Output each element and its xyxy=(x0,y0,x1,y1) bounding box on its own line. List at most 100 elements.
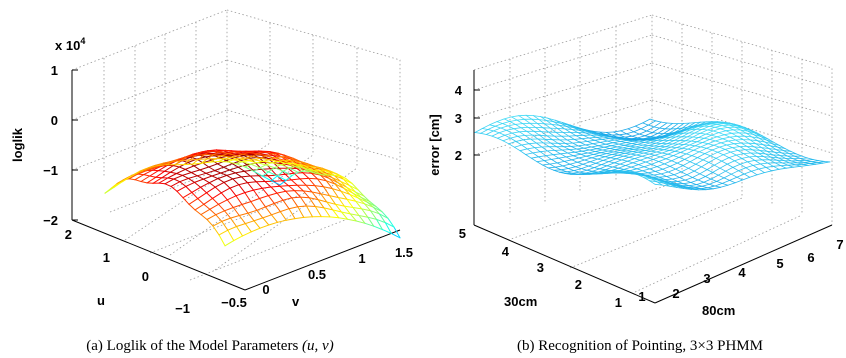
panel-a-mesh-line-368 xyxy=(345,178,353,184)
panel-a-mesh-line-682 xyxy=(236,153,244,157)
panel-b-mesh-line-1219 xyxy=(740,142,748,147)
panel-a-zlabel: loglik xyxy=(10,127,25,162)
panel-b-mesh-line-829 xyxy=(697,157,704,161)
panel-a-mesh-line-130 xyxy=(232,204,243,208)
panel-a-mesh-line-67 xyxy=(326,201,334,211)
panel-b-mesh-line-1148 xyxy=(716,136,724,140)
panel-a-mesh-line-110 xyxy=(329,195,336,205)
panel-b-mesh-line-1483 xyxy=(781,152,788,157)
panel-a-mesh-line-147 xyxy=(305,184,313,193)
panel-a-mesh-line-38 xyxy=(384,222,392,234)
panel-b-mesh-line-1477 xyxy=(764,141,771,147)
panel-b-mesh-line-796 xyxy=(607,139,616,142)
panel-b-mesh-line-1237 xyxy=(618,133,627,136)
panel-a-mesh-line-604 xyxy=(265,153,273,157)
panel-b-mesh-line-680 xyxy=(631,149,640,153)
panel-b-mesh-line-610 xyxy=(607,150,615,153)
panel-b-mesh-line-1575 xyxy=(734,123,741,127)
panel-b-mesh-line-810 xyxy=(646,145,655,149)
panel-b-mesh-line-707 xyxy=(705,176,712,180)
panel-a-xticks-4: 1.5 xyxy=(395,245,413,260)
panel-b-mesh-line-1079 xyxy=(698,137,705,139)
panel-b-mesh-line-539 xyxy=(583,147,590,151)
panel-a-mesh-line-228 xyxy=(290,178,301,181)
panel-b-mesh-line-1430 xyxy=(635,122,644,127)
panel-b-mesh-line-622 xyxy=(641,155,648,159)
panel-b-mesh-line-77 xyxy=(515,139,524,142)
panel-b-mesh-line-970 xyxy=(745,164,754,169)
panel-a-mesh-line-88 xyxy=(232,207,240,216)
panel-a-mesh-line-375 xyxy=(190,172,198,177)
panel-b-mesh-line-1205 xyxy=(701,128,708,131)
panel-a-mesh-line-294 xyxy=(208,178,219,184)
panel-a-mesh-line-817 xyxy=(270,175,278,182)
panel-a-mesh-line-14 xyxy=(279,211,287,221)
panel-b-mesh-line-1538 xyxy=(760,136,767,141)
panel-b-mesh-line-1233 xyxy=(780,165,787,169)
panel-b-mesh-line-3 xyxy=(480,132,487,135)
panel-a-mesh-line-20 xyxy=(306,205,313,218)
panel-b-mesh-line-382 xyxy=(668,182,675,185)
panel-b-mesh-line-418 xyxy=(597,156,606,160)
panel-b-mesh-line-1239 xyxy=(624,135,633,138)
panel-b-mesh-line-597 xyxy=(574,138,583,140)
panel-b-caption: (b) Recognition of Pointing, 3×3 PHMM xyxy=(517,338,763,354)
panel-b-mesh-line-1303 xyxy=(626,133,633,137)
panel-a-mesh-line-245 xyxy=(363,195,371,203)
panel-b-mesh-line-846 xyxy=(569,124,576,128)
panel-a-mesh-line-795 xyxy=(174,160,182,166)
panel-b-mesh-line-636 xyxy=(680,171,688,176)
panel-b-mesh-line-1508 xyxy=(676,127,683,130)
panel-b-mesh-line-733 xyxy=(605,142,614,145)
panel-a-mesh-line-299 xyxy=(229,169,236,174)
panel-b-mesh-line-33 xyxy=(564,173,571,175)
panel-b-mesh-line-325 xyxy=(511,115,520,118)
panel-a-mesh-line-53 xyxy=(265,206,272,216)
panel-a-mesh-line-92 xyxy=(250,201,258,211)
panel-b-mesh-line-549 xyxy=(611,154,619,156)
panel-a-mesh-line-416 xyxy=(184,168,192,173)
panel-b-mesh-line-431 xyxy=(630,166,638,170)
panel-b-mesh-line-794 xyxy=(601,138,610,140)
panel-b-mesh-line-525 xyxy=(544,123,551,129)
panel-a-mesh-line-232 xyxy=(308,177,318,180)
panel-a-mesh-line-809 xyxy=(235,161,243,165)
panel-a-mesh-line-497 xyxy=(170,166,180,173)
panel-b-mesh-line-1152 xyxy=(727,140,735,145)
panel-a-mesh-line-824 xyxy=(139,167,150,172)
panel-b-mesh-line-615 xyxy=(624,151,633,154)
panel-a-mesh-line-173 xyxy=(235,192,246,197)
panel-b-mesh-line-617 xyxy=(630,151,639,155)
panel-b-mesh-line-751 xyxy=(656,149,665,153)
panel-b-mesh-line-900 xyxy=(721,160,728,165)
panel-a-mesh-line-798 xyxy=(189,158,199,161)
panel-b-mesh-line-1536 xyxy=(754,132,762,137)
panel-a-mesh-line-286 xyxy=(357,189,365,197)
panel-b-mesh-line-229 xyxy=(592,168,601,172)
panel-b-mesh-line-1273 xyxy=(720,127,729,130)
panel-a-zticks-2: −1 xyxy=(43,163,58,178)
panel-b-mesh-line-1505 xyxy=(670,123,679,130)
panel-b-mesh-line-818 xyxy=(669,147,678,151)
panel-b-mesh-line-25 xyxy=(542,164,549,169)
panel-b-mesh-line-409 xyxy=(569,149,576,153)
panel-b-mesh-line-813 xyxy=(652,148,659,150)
panel-b-mesh-line-399 xyxy=(540,131,548,137)
panel-a-mesh-line-373 xyxy=(182,174,189,179)
panel-b-mesh-line-879 xyxy=(665,143,674,148)
panel-b-mesh-line-793 xyxy=(595,136,603,140)
panel-a-mesh-line-163 xyxy=(375,206,383,213)
panel-b-mesh-line-1033 xyxy=(747,159,756,163)
panel-b-mesh-line-925 xyxy=(616,137,623,140)
panel-b-mesh-line-1173 xyxy=(611,134,618,138)
panel-b-mesh-line-883 xyxy=(676,144,685,149)
panel-b-mesh-line-1400 xyxy=(723,123,730,126)
panel-b-mesh-line-415 xyxy=(585,155,593,159)
panel-a-mesh-line-831 xyxy=(200,161,211,164)
panel-b-mesh-line-969 xyxy=(739,163,747,169)
panel-b-mesh-line-968 xyxy=(739,161,748,165)
panel-b-mesh-line-427 xyxy=(619,163,626,166)
panel-a-mesh-line-96 xyxy=(267,195,275,204)
panel-b-mesh-line-126 xyxy=(650,178,658,183)
panel-b-mesh-line-162 xyxy=(579,169,588,173)
